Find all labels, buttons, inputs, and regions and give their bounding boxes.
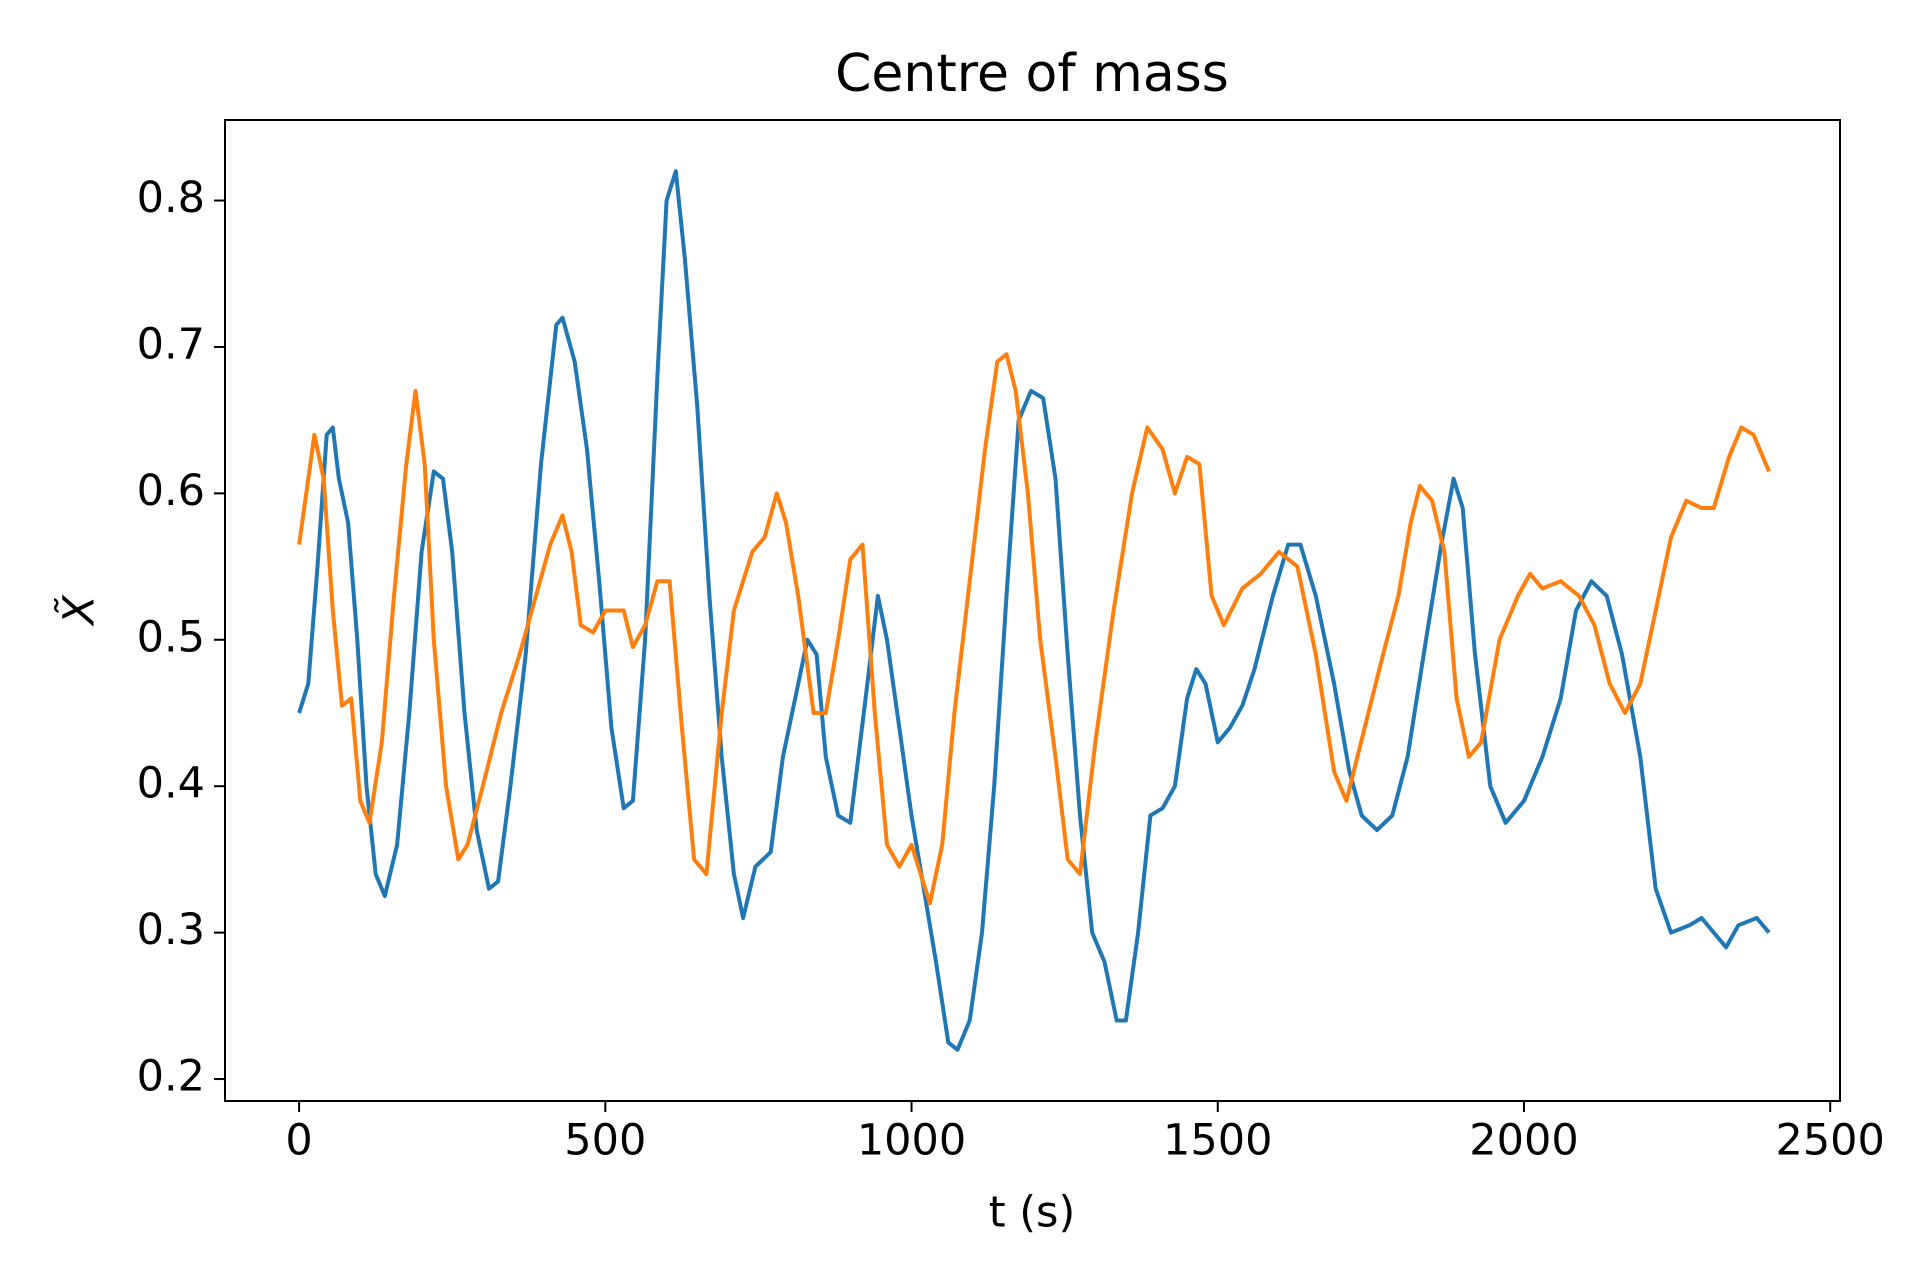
chart-title: Centre of mass <box>835 44 1229 104</box>
y-tick-label: 0.7 <box>137 319 205 369</box>
y-axis-label: X̃ <box>54 594 105 627</box>
x-tick-label: 500 <box>564 1116 646 1166</box>
x-tick-label: 2500 <box>1775 1116 1884 1166</box>
y-tick-label: 0.6 <box>137 466 205 516</box>
x-tick-label: 2000 <box>1469 1116 1578 1166</box>
x-tick-label: 1500 <box>1163 1116 1272 1166</box>
y-tick-label: 0.5 <box>137 612 205 662</box>
y-tick-label: 0.8 <box>137 173 205 223</box>
x-axis-label: t (s) <box>989 1188 1075 1238</box>
y-tick-label: 0.4 <box>137 759 205 809</box>
y-tick-label: 0.3 <box>137 905 205 955</box>
x-tick-label: 1000 <box>857 1116 966 1166</box>
series-line <box>297 352 1771 906</box>
series-line <box>297 169 1771 1052</box>
y-tick-label: 0.2 <box>137 1052 205 1102</box>
plot-frame <box>224 119 1841 1102</box>
x-tick-label: 0 <box>285 1116 312 1166</box>
